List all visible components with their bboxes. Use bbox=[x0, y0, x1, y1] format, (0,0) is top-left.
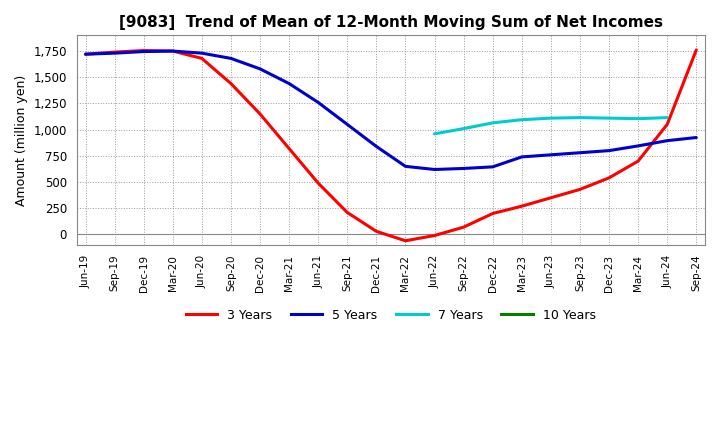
Legend: 3 Years, 5 Years, 7 Years, 10 Years: 3 Years, 5 Years, 7 Years, 10 Years bbox=[181, 304, 600, 327]
Title: [9083]  Trend of Mean of 12-Month Moving Sum of Net Incomes: [9083] Trend of Mean of 12-Month Moving … bbox=[119, 15, 663, 30]
Y-axis label: Amount (million yen): Amount (million yen) bbox=[15, 74, 28, 206]
